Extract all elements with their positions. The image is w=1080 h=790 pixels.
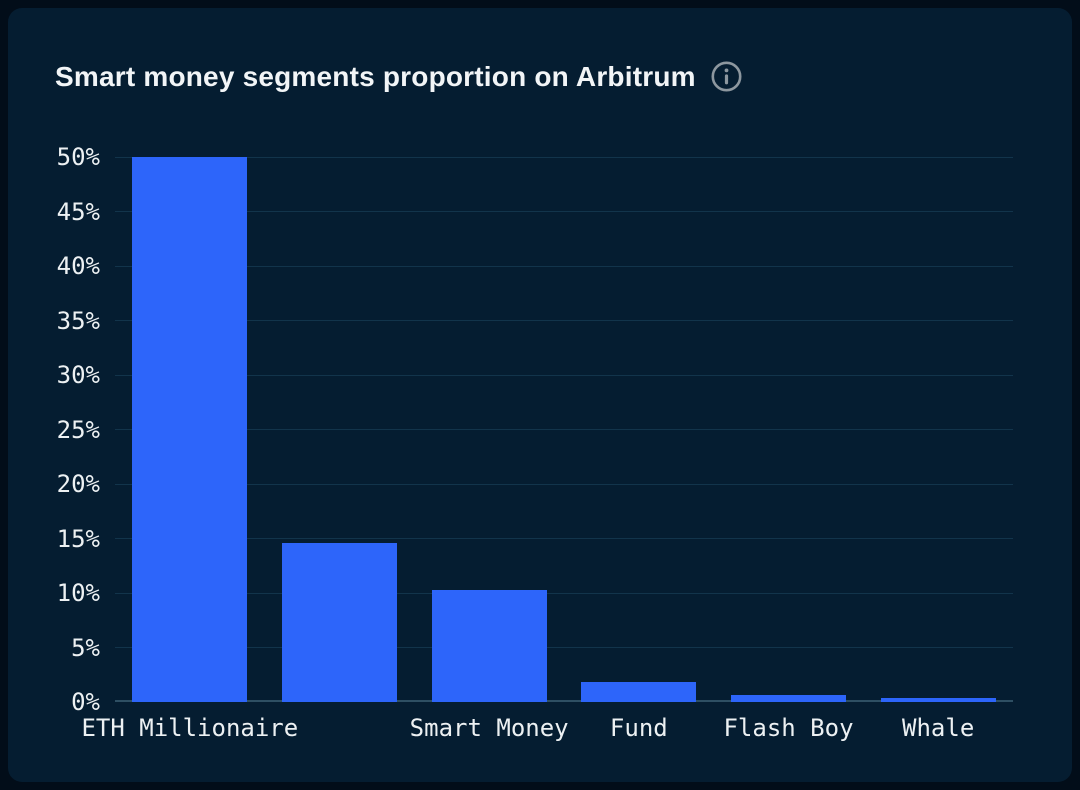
y-axis-label-40pct: 40% <box>56 252 100 280</box>
y-axis-label-10pct: 10% <box>56 579 100 607</box>
y-axis-label-15pct: 15% <box>56 524 100 553</box>
gridline-45pct <box>115 211 1013 212</box>
bar-whale[interactable] <box>880 697 996 702</box>
bar-unlabeled-2[interactable] <box>282 542 397 702</box>
x-axis-label-smart-money: Smart Money <box>409 714 569 742</box>
chart-title: Smart money segments proportion on Arbit… <box>55 60 696 92</box>
bar-chart-plot-area: 0% 5% 10% 15% 20% 25% 30% 35% 40% 45% 50% ETH Milli… <box>57 143 1013 742</box>
y-axis-label-45pct: 45% <box>56 197 100 226</box>
gridline-50pct <box>115 156 1013 158</box>
gridline-30pct <box>115 374 1013 376</box>
y-axis-label-25pct: 25% <box>56 415 100 444</box>
chart-header: Smart money segments proportion on Arbit… <box>55 60 743 93</box>
x-axis-label-eth-millionaire: ETH Millionaire <box>81 714 299 742</box>
x-axis-label-flash-boy: Flash Boy <box>723 714 854 742</box>
gridline-25pct <box>115 429 1013 430</box>
chart-card: Smart money segments proportion on Arbit… <box>8 8 1072 782</box>
bar-flash-boy[interactable] <box>731 695 846 702</box>
gridline-5pct <box>115 647 1013 648</box>
gridline-10pct <box>115 592 1013 594</box>
x-axis-label-whale: Whale <box>902 714 975 742</box>
y-axis-label-0pct: 0% <box>71 688 100 716</box>
bar-fund[interactable] <box>581 682 697 702</box>
bar-eth-millionaire[interactable] <box>132 157 248 702</box>
x-axis-line <box>115 700 1013 702</box>
gridline-40pct <box>115 265 1013 267</box>
bar-smart-money[interactable] <box>431 589 547 702</box>
gridline-15pct <box>115 538 1013 539</box>
y-axis-label-20pct: 20% <box>56 470 100 498</box>
info-icon[interactable] <box>710 60 743 93</box>
x-axis-label-fund: Fund <box>609 714 668 742</box>
y-axis-label-30pct: 30% <box>56 361 100 389</box>
gridline-20pct <box>115 483 1013 485</box>
gridline-35pct <box>115 320 1013 321</box>
y-axis-label-5pct: 5% <box>71 633 100 662</box>
y-axis-label-50pct: 50% <box>56 143 100 171</box>
y-axis-label-35pct: 35% <box>56 306 100 335</box>
